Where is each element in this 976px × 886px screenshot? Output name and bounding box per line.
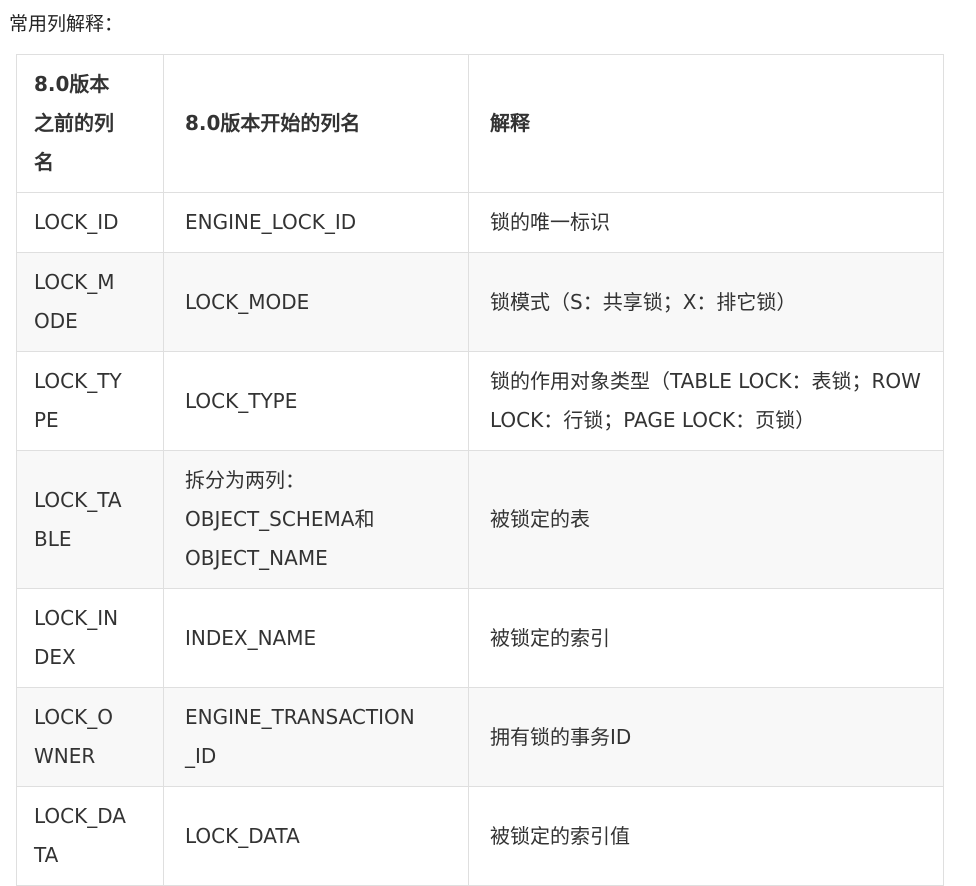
table-row: LOCK_MODE LOCK_MODE 锁模式（S：共享锁；X：排它锁） (16, 252, 944, 352)
cell-new-name: LOCK_MODE (163, 252, 469, 352)
cell-new-name: LOCK_TYPE (163, 351, 469, 451)
cell-new-name: ENGINE_TRANSACTION_ID (163, 687, 469, 787)
cell-old-name: LOCK_OWNER (16, 687, 164, 787)
header-new-column-name: 8.0版本开始的列名 (163, 54, 469, 193)
table-row: LOCK_ID ENGINE_LOCK_ID 锁的唯一标识 (16, 192, 944, 253)
table-row: LOCK_TYPE LOCK_TYPE 锁的作用对象类型（TABLE LOCK：… (16, 351, 944, 451)
cell-new-name: ENGINE_LOCK_ID (163, 192, 469, 253)
cell-explanation: 锁的唯一标识 (468, 192, 944, 253)
lock-columns-table: 8.0版本之前的列名 8.0版本开始的列名 解释 LOCK_ID ENGINE_… (16, 54, 944, 886)
cell-explanation: 被锁定的表 (468, 450, 944, 589)
table-row: LOCK_TABLE 拆分为两列： OBJECT_SCHEMA和OBJECT_N… (16, 450, 944, 589)
cell-explanation: 拥有锁的事务ID (468, 687, 944, 787)
cell-explanation: 锁的作用对象类型（TABLE LOCK：表锁；ROW LOCK：行锁；PAGE … (468, 351, 944, 451)
cell-explanation: 被锁定的索引值 (468, 786, 944, 886)
cell-old-name: LOCK_TABLE (16, 450, 164, 589)
cell-old-name: LOCK_TYPE (16, 351, 164, 451)
cell-old-name: LOCK_MODE (16, 252, 164, 352)
table-header-row: 8.0版本之前的列名 8.0版本开始的列名 解释 (16, 54, 944, 193)
cell-old-name: LOCK_INDEX (16, 588, 164, 688)
cell-new-name: 拆分为两列： OBJECT_SCHEMA和OBJECT_NAME (163, 450, 469, 589)
page-title: 常用列解释： (9, 13, 124, 35)
table-row: LOCK_DATA LOCK_DATA 被锁定的索引值 (16, 786, 944, 886)
cell-old-name: LOCK_DATA (16, 786, 164, 886)
table-row: LOCK_INDEX INDEX_NAME 被锁定的索引 (16, 588, 944, 688)
cell-new-name: LOCK_DATA (163, 786, 469, 886)
cell-explanation: 锁模式（S：共享锁；X：排它锁） (468, 252, 944, 352)
header-old-column-name: 8.0版本之前的列名 (16, 54, 164, 193)
table-row: LOCK_OWNER ENGINE_TRANSACTION_ID 拥有锁的事务I… (16, 687, 944, 787)
cell-old-name: LOCK_ID (16, 192, 164, 253)
header-explanation: 解释 (468, 54, 944, 193)
cell-new-name: INDEX_NAME (163, 588, 469, 688)
cell-explanation: 被锁定的索引 (468, 588, 944, 688)
